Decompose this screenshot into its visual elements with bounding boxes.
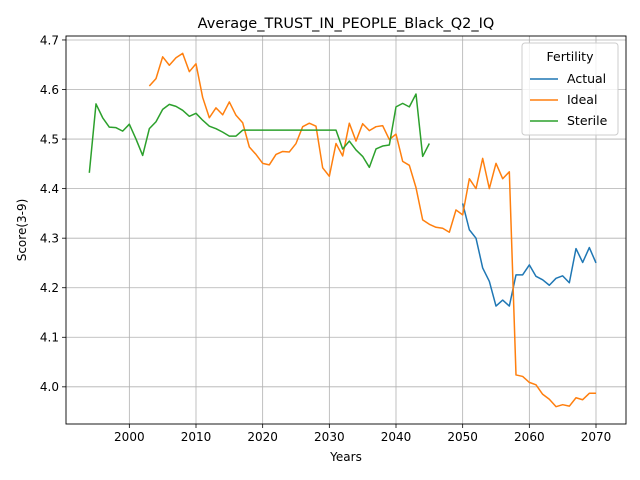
y-tick-label: 4.1 — [40, 331, 59, 345]
y-axis-label: Score(3-9) — [15, 199, 29, 262]
x-tick-label: 2060 — [514, 430, 545, 444]
y-tick-label: 4.7 — [40, 33, 59, 47]
plot-frame — [65, 35, 627, 425]
y-tick-label: 4.0 — [40, 380, 59, 394]
y-tick-label: 4.2 — [40, 281, 59, 295]
x-tick-label: 2030 — [314, 430, 345, 444]
y-axis-ticks: 4.0 4.1 4.2 4.3 4.4 4.5 4.6 4.7 — [40, 33, 66, 394]
y-tick-label: 4.6 — [40, 83, 59, 97]
legend-label-actual: Actual — [567, 71, 606, 86]
series-lines — [88, 52, 597, 408]
y-tick-label: 4.3 — [40, 231, 59, 245]
x-tick-label: 2050 — [447, 430, 478, 444]
series-line-sterile — [88, 93, 430, 173]
series-line-actual — [461, 203, 597, 307]
x-axis-ticks: 2000 2010 2020 2030 2040 2050 2060 2070 — [114, 424, 611, 444]
x-tick-label: 2000 — [114, 430, 145, 444]
legend-box — [521, 42, 619, 136]
y-tick-label: 4.5 — [40, 132, 59, 146]
legend: Fertility Actual Ideal Sterile — [521, 42, 619, 136]
x-tick-label: 2010 — [181, 430, 212, 444]
chart-title: Average_TRUST_IN_PEOPLE_Black_Q2_IQ — [198, 16, 495, 32]
y-tick-label: 4.4 — [40, 182, 59, 196]
x-tick-label: 2020 — [247, 430, 278, 444]
legend-title: Fertility — [547, 49, 595, 64]
x-tick-label: 2040 — [381, 430, 412, 444]
x-tick-label: 2070 — [581, 430, 612, 444]
legend-label-ideal: Ideal — [567, 92, 597, 107]
legend-label-sterile: Sterile — [567, 113, 608, 128]
series-line-ideal — [148, 52, 596, 408]
x-axis-label: Years — [329, 450, 362, 464]
